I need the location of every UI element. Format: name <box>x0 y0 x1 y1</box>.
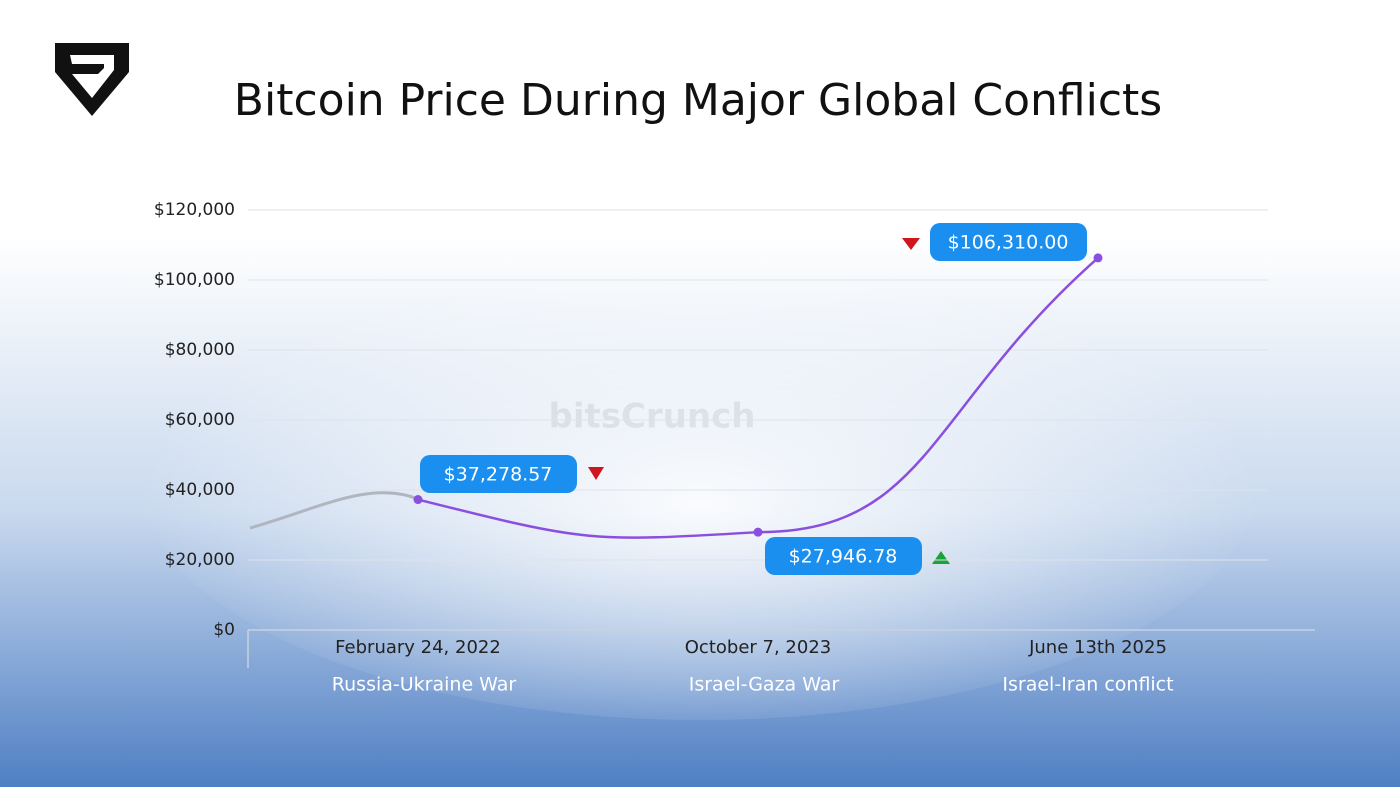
y-tick-label: $20,000 <box>165 550 235 570</box>
value-label: $37,278.57 <box>444 464 553 486</box>
down-arrow <box>902 238 920 250</box>
y-tick-label: $80,000 <box>165 340 235 360</box>
background-glow <box>140 240 1260 720</box>
y-tick-label: $100,000 <box>154 270 235 290</box>
data-point <box>1093 253 1103 263</box>
value-label-box <box>420 455 577 493</box>
value-label: $27,946.78 <box>789 546 898 568</box>
lead-in-line <box>249 491 419 530</box>
up-arrow <box>932 551 950 564</box>
event-label: Russia-Ukraine War <box>332 674 517 696</box>
event-label: Israel-Gaza War <box>689 674 840 696</box>
chart-title: Bitcoin Price During Major Global Confli… <box>234 75 1162 126</box>
y-tick-label: $40,000 <box>165 480 235 500</box>
logo <box>55 43 129 116</box>
price-line <box>417 256 1099 539</box>
down-arrow <box>588 467 604 480</box>
x-tick-label: February 24, 2022 <box>335 637 501 658</box>
x-tick-label: June 13th 2025 <box>1028 637 1167 658</box>
value-label-box <box>930 223 1087 261</box>
y-tick-label: $120,000 <box>154 200 235 220</box>
data-point <box>413 495 423 505</box>
y-tick-label: $60,000 <box>165 410 235 430</box>
data-point <box>753 527 763 537</box>
event-label: Israel-Iran conflict <box>1002 674 1173 696</box>
value-label-box <box>765 537 922 575</box>
watermark: bitsCrunch <box>549 397 756 437</box>
value-label: $106,310.00 <box>948 232 1069 254</box>
y-tick-label: $0 <box>213 620 235 640</box>
x-tick-label: October 7, 2023 <box>685 637 831 658</box>
